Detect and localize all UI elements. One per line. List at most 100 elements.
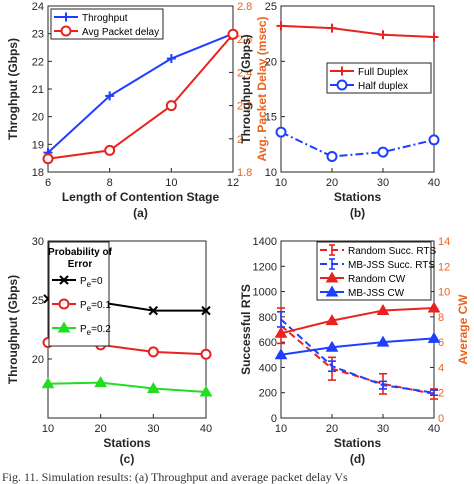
legend-label: Pe=0 — [80, 276, 103, 289]
data-point-s1-1 — [104, 144, 116, 156]
y-tick-label: 1200 — [253, 261, 277, 273]
x-tick-label: 10 — [275, 423, 287, 435]
y-axis-title: Successful RTS — [239, 284, 253, 375]
data-point-s1-0 — [277, 310, 285, 328]
data-point-s2-1 — [94, 376, 108, 388]
y-right-tick-label: 8 — [438, 312, 444, 324]
data-point-s1-1 — [328, 360, 336, 373]
y-tick-label: 25 — [32, 295, 44, 307]
data-point-s2-2 — [376, 304, 390, 316]
series-line-1 — [280, 131, 435, 158]
legend-title-line1: Probability of — [48, 247, 113, 258]
legend-label: Throghput — [82, 13, 128, 24]
y-right-axis-title: Average CW — [456, 294, 470, 365]
y-tick-label: 18 — [32, 167, 44, 179]
legend-label: MB-JSS Succ. RTS — [348, 260, 435, 271]
data-point-s2-1 — [325, 314, 339, 326]
legend-label: Random CW — [348, 274, 406, 285]
x-tick-label: 20 — [326, 423, 338, 435]
y-tick-label: 24 — [32, 1, 44, 13]
series-line-0 — [47, 32, 234, 154]
x-tick-label: 10 — [165, 177, 177, 189]
data-point-s3-3 — [427, 331, 441, 343]
y-right-tick-label: 2 — [438, 388, 444, 400]
legend-label: Pe=0.2 — [80, 324, 111, 337]
data-point-s1-3 — [227, 28, 239, 40]
x-tick-label: 40 — [200, 423, 212, 435]
legend-title-line2: Error — [68, 259, 93, 270]
data-point-s1-3 — [430, 389, 438, 397]
data-point-s2-2 — [146, 382, 160, 393]
y-right-tick-label: 2.4 — [237, 67, 252, 79]
panel-a: 6 8 10 12 18 19 20 21 22 23 24 1.8 2 2.2 2.4 2.6 2.8 Leng… — [6, 1, 269, 220]
legend-marker-1 — [60, 25, 72, 37]
legend-label-sub: e — [87, 304, 92, 313]
y-tick-label: 400 — [259, 362, 277, 374]
y-right-axis-title: Avg. Packet Delay (msec) — [255, 17, 269, 162]
legend-label: MB-JSS CW — [348, 288, 405, 299]
data-point-s2-0 — [41, 377, 55, 389]
y-tick-label: 20 — [32, 112, 44, 124]
plot-frame — [280, 5, 435, 173]
x-tick-label: 6 — [45, 177, 51, 189]
x-tick-label: 30 — [377, 423, 389, 435]
series-line-0 — [280, 24, 435, 38]
legend: Throghput Avg Packet delay — [50, 8, 164, 40]
data-point-s2-3 — [427, 301, 441, 313]
y-tick-label: 25 — [265, 1, 277, 13]
y-right-tick-label: 2.6 — [237, 34, 252, 46]
y-tick-label: 30 — [32, 236, 44, 248]
legend-marker-1 — [58, 298, 70, 310]
figure-caption: Fig. 11. Simulation results: (a) Through… — [2, 470, 348, 484]
legend-marker-3 — [325, 285, 339, 297]
legend-box — [316, 241, 432, 301]
y-right-tick-label: 10 — [438, 287, 450, 299]
data-point-s3-2 — [376, 335, 390, 347]
legend-label-main: P — [80, 300, 87, 311]
x-tick-label: 12 — [227, 177, 239, 189]
y-right-tick-label: 2.2 — [237, 101, 252, 113]
panel-d: 10 20 30 4002004006008001000120014000246810… — [239, 236, 470, 466]
data-point-s1-2 — [377, 146, 389, 158]
plot-frame — [47, 240, 207, 419]
x-tick-label: 10 — [42, 423, 54, 435]
legend-label: Avg Packet delay — [82, 27, 159, 38]
legend-marker-0-b — [59, 275, 69, 285]
y-right-tick-label: 12 — [438, 261, 450, 273]
data-point-s1-2 — [147, 346, 159, 358]
y-tick-label: 22 — [32, 56, 44, 68]
y-tick-label: 800 — [259, 312, 277, 324]
y-axis-title: Throghput (Gbps) — [6, 38, 20, 140]
y-tick-label: 1000 — [253, 287, 277, 299]
x-tick-label: 40 — [428, 177, 440, 189]
y-tick-label: 0 — [271, 413, 277, 425]
y-tick-label: 20 — [32, 354, 44, 366]
x-tick-label: 20 — [95, 423, 107, 435]
x-axis-title: Stations — [334, 190, 382, 204]
data-point-s2-3 — [199, 385, 213, 397]
x-axis-title: Stations — [103, 436, 151, 450]
legend-marker-2 — [57, 321, 71, 333]
legend-label-rest: =0 — [91, 276, 103, 287]
data-point-s1-0 — [275, 126, 287, 138]
y-tick-label: 10 — [265, 167, 277, 179]
data-point-s3-0 — [274, 348, 288, 360]
legend-label-rest: =0.2 — [91, 324, 111, 335]
series-line-2 — [280, 307, 435, 335]
y-right-tick-label: 4 — [438, 362, 444, 374]
y-tick-label: 15 — [265, 112, 277, 124]
y-tick-label: 21 — [32, 84, 44, 96]
series-line-1 — [280, 318, 435, 394]
series-line-3 — [280, 337, 435, 356]
data-point-s0-2-b — [148, 305, 159, 316]
panel-label: (d) — [350, 452, 365, 466]
legend-label: Pe=0.1 — [80, 300, 111, 313]
data-point-s0-3-b — [201, 305, 211, 316]
y-axis-title: Throughput (Gbps) — [239, 34, 253, 143]
legend-title: Probability of Error — [48, 247, 113, 270]
data-point-s2-0 — [274, 326, 288, 338]
